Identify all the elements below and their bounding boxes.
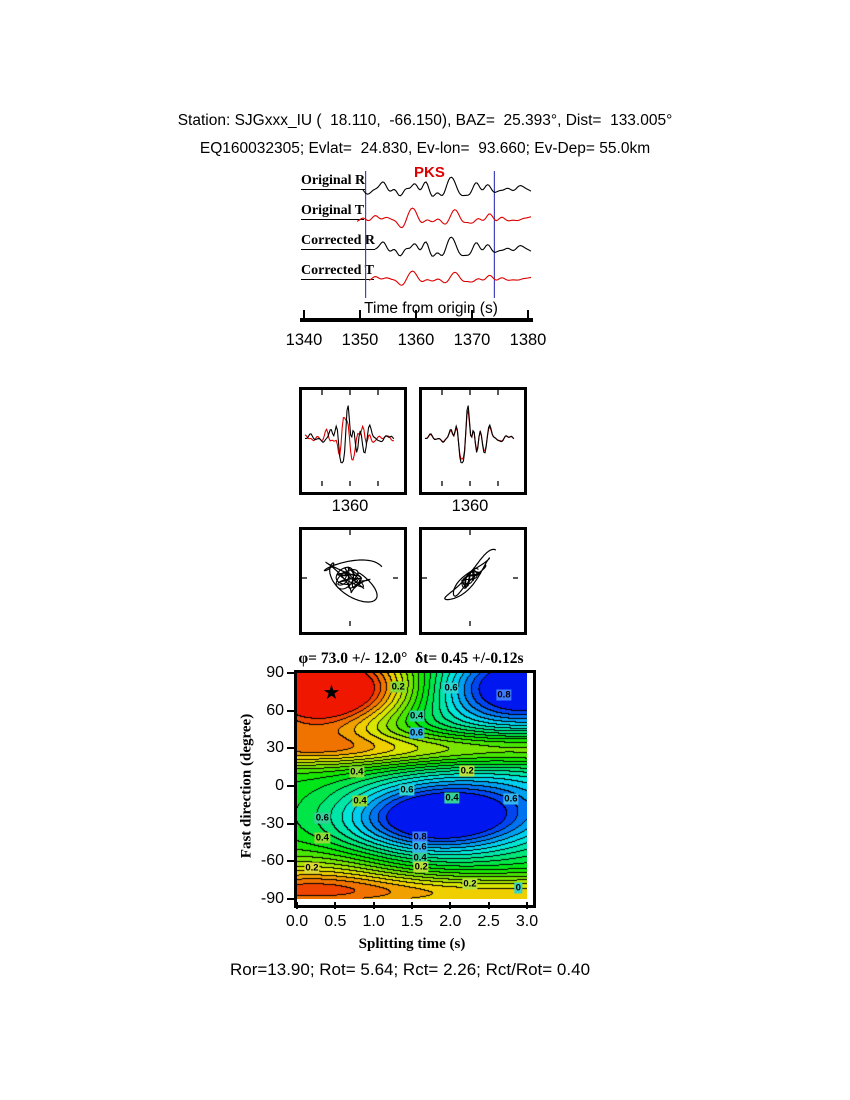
contour-label-0.4: 0.4 [444,792,460,804]
dt-axis-title: Splitting time (s) [358,936,466,952]
waveform-closeup-box-left [299,387,407,495]
dt-tick [296,902,298,909]
phi-tick-label: 30 [266,739,284,757]
contour-label-0.2: 0.2 [390,681,406,693]
phi-tick-label: -60 [260,852,284,870]
trace-original-r [362,176,532,197]
dt-tick-label: 0.0 [285,913,309,930]
time-axis-tick [303,310,305,318]
phi-tick [287,747,294,750]
dt-tick [526,902,528,909]
contour-label-0.6: 0.6 [399,784,415,796]
contour-label-0.4: 0.4 [314,832,330,844]
contour-label-0.4: 0.4 [408,710,425,722]
contour-label-0.2: 0.2 [462,878,478,890]
time-axis-tick [415,310,417,318]
contour-label-0.8: 0.8 [412,831,428,843]
hodogram-uncorrected-scribble [335,566,365,590]
dt-tick [487,902,490,909]
contour-label-0.6: 0.6 [314,812,330,824]
trace-original-t [356,207,532,229]
phi-tick [287,709,294,712]
contour-label-0.2: 0.2 [304,862,320,874]
time-axis-line [300,318,533,322]
waveform-closeup-right-plot [424,390,515,486]
phi-tick-label: -30 [260,814,284,832]
contour-label-0.6: 0.6 [443,682,459,694]
time-axis-tick-label: 1370 [453,331,491,349]
trace-label-original-t: Original T [301,203,365,220]
time-axis-tick-label: 1380 [509,331,547,349]
time-axis-title: Time from origin (s) [364,300,498,317]
event-header-line: EQ160032305; Evlat= 24.830, Ev-lon= 93.6… [199,140,651,157]
particle-motion-corrected-plot [422,530,518,626]
contour-label-0.2: 0.2 [413,861,429,873]
hodogram-corrected-scribble [461,567,481,589]
dt-tick-label: 2.0 [439,913,462,930]
phi-tick-label: 60 [266,701,284,719]
dt-tick-label: 1.0 [362,913,385,930]
time-axis-tick [359,310,361,318]
phi-tick-label: 90 [266,664,284,681]
contour-label-0.6: 0.6 [412,841,428,853]
dt-tick [411,902,413,909]
contour-label-0: 0 [514,882,522,894]
time-axis-tick-label: 1360 [397,331,435,349]
phi-tick-label: 0 [275,777,284,794]
trace-label-original-r: Original R [301,173,366,190]
phi-tick-label: -90 [260,890,284,907]
quality-results-line: Ror=13.90; Rot= 5.64; Rct= 2.26; Rct/Rot… [229,960,591,979]
particle-motion-box-uncorrected [299,527,407,635]
trace-corrected-t [368,270,532,286]
dt-tick-label: 0.5 [324,913,347,930]
contour-label-0.6: 0.6 [408,727,425,739]
closeup-trace-r [304,405,395,464]
contour-overlay: ★ 0.2 0.6 0.8 0.4 0.6 0.4 0.2 0.6 0.4 0.6 0.4 0.6 0.4… [297,673,527,899]
phi-tick [287,860,294,863]
contour-label-0.4: 0.4 [412,852,428,864]
time-axis-tick [471,310,473,318]
best-fit-star-icon: ★ [322,682,341,705]
closeup-left-tick-label: 1360 [331,497,369,515]
contour-label-0.4: 0.4 [349,766,365,778]
closeup-right-tick-label: 1360 [451,497,489,515]
trace-label-corrected-t: Corrected T [301,263,374,280]
dt-tick [449,902,452,909]
phase-arrival-label: PKS [414,164,445,181]
splitting-result-title: φ= 73.0 +/- 12.0° δt= 0.45 +/-0.12s [298,650,524,667]
dt-tick-label: 2.5 [477,913,500,930]
waveform-closeup-left-plot [304,390,395,486]
trace-corrected-r [374,236,532,257]
phi-tick [287,822,294,825]
phi-tick [287,672,294,674]
trace-label-corrected-r: Corrected R [301,233,375,250]
dt-tick-label: 1.5 [400,913,424,930]
seismogram-traces-plot [356,171,532,298]
dt-tick [372,902,375,909]
error-surface-plot: ★ 0.2 0.6 0.8 0.4 0.6 0.4 0.2 0.6 0.4 0.6 0.4 0.6 0.4… [294,670,536,908]
time-axis-tick-label: 1350 [341,331,379,349]
phi-tick [287,898,294,900]
station-header-line: Station: SJGxxx_IU ( 18.110, -66.150), B… [177,112,673,129]
phi-tick [287,785,294,787]
dt-tick [334,902,337,909]
contour-label-0.2: 0.2 [459,765,475,777]
contour-label-0.4: 0.4 [352,795,368,807]
contour-label-0.6: 0.6 [503,793,519,805]
waveform-closeup-box-right [419,387,527,495]
phi-axis-title: Fast direction (degree) [238,713,255,859]
closeup-trace-r [424,405,515,464]
particle-motion-uncorrected-plot [302,530,398,626]
time-axis-tick [527,310,529,318]
time-axis-tick-label: 1340 [285,331,323,349]
contour-label-0.8: 0.8 [496,689,512,701]
particle-motion-box-corrected [419,527,527,635]
dt-tick-label: 3.0 [515,913,539,930]
